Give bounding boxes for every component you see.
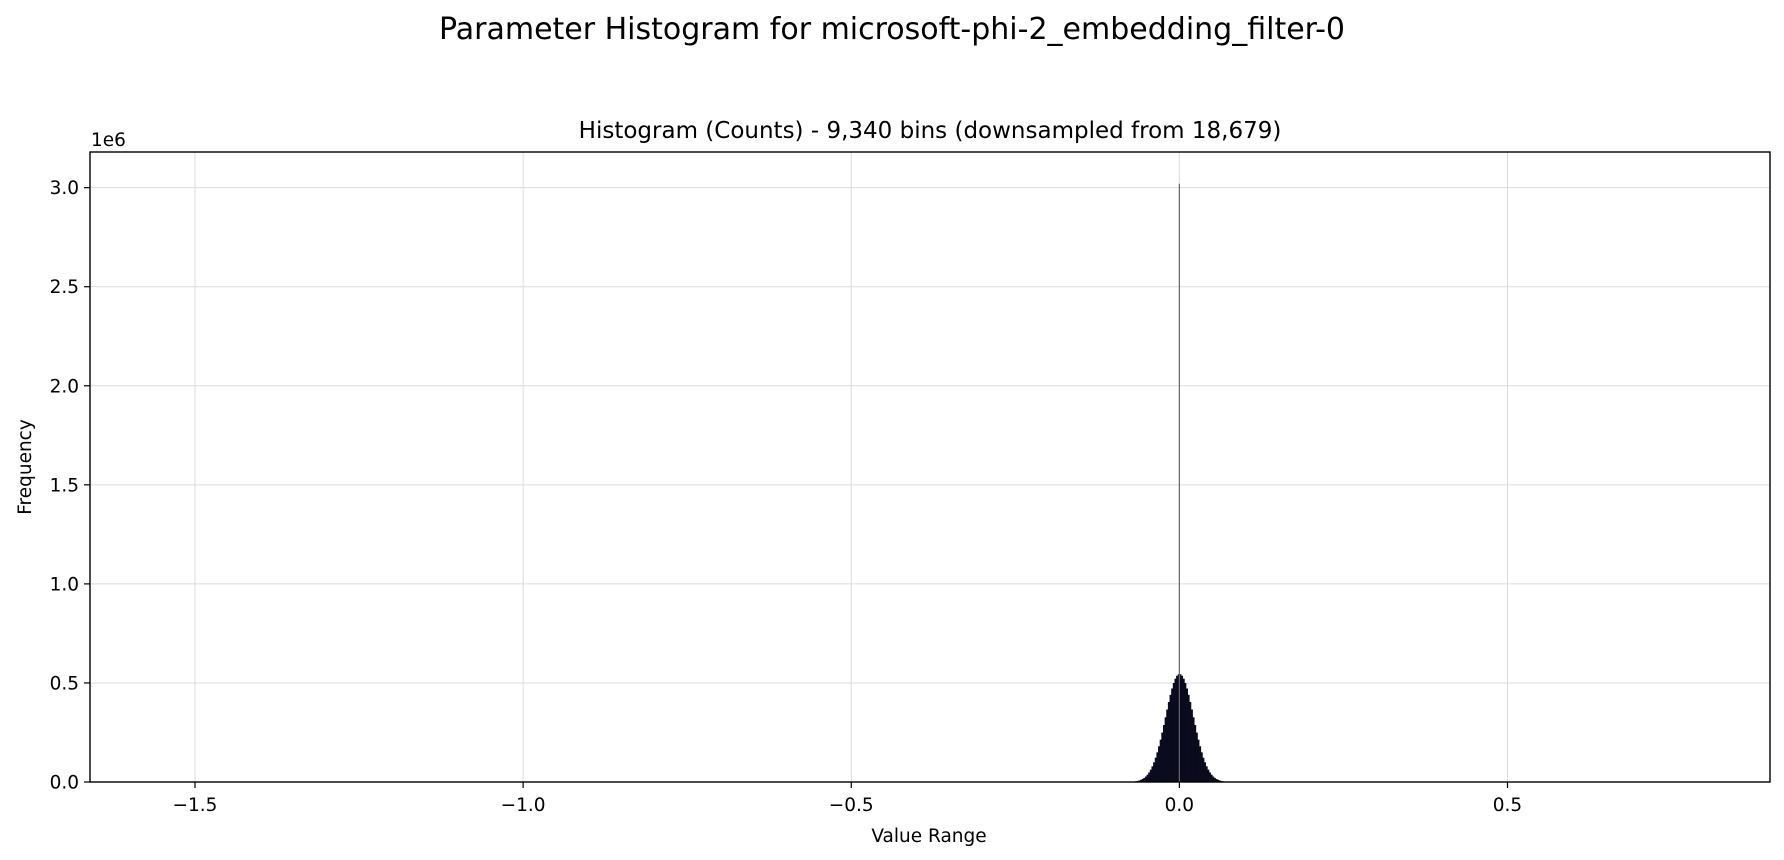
histogram-bar [1197,739,1200,782]
histogram-bar [1179,674,1182,782]
histogram-bar [1202,757,1205,782]
y-axis-label: Frequency [15,419,36,515]
plot-frame [89,151,1771,783]
y-tick-label: 1.5 [50,475,79,496]
histogram-bar [1207,769,1210,782]
x-tick-label: −1.0 [501,795,546,816]
histogram-bar [1174,678,1177,782]
grid-lines [90,152,1770,783]
y-tick-label: 0.0 [50,773,79,794]
y-tick-label: 0.5 [50,673,79,694]
histogram-bar [1208,772,1211,782]
histogram-bar [1218,780,1221,782]
histogram-bar [1172,683,1175,782]
histogram-bar [1199,746,1202,782]
histogram-bar [1164,717,1167,782]
y-tick-label: 1.0 [50,574,79,595]
histogram-bar [1151,766,1154,782]
histogram-bar [1203,762,1207,782]
histogram-bar [1182,678,1185,782]
histogram-bar [1140,779,1143,782]
histogram-bar [1213,777,1216,782]
histogram-bar [1143,777,1146,782]
histogram-bar [1194,725,1197,782]
histogram-bar [1161,732,1164,782]
y-axis-offset-text: 1e6 [91,130,126,151]
histogram-bar [1190,709,1193,782]
y-tick-label: 3.0 [50,178,79,199]
histogram-bar [1146,774,1149,782]
histogram-bar [1144,776,1147,782]
histogram-bar [1215,779,1218,782]
histogram-bar [1166,709,1169,782]
histogram-bar [1171,688,1174,782]
plot-title: Histogram (Counts) - 9,340 bins (downsam… [578,118,1282,144]
histogram-bar [1158,746,1161,782]
histogram-bar [1149,769,1152,782]
x-tick-label: −1.5 [173,795,218,816]
y-tick-label: 2.5 [50,277,79,298]
histogram-bar [1148,772,1151,782]
x-tick-label: −0.5 [829,795,874,816]
figure-title: Parameter Histogram for microsoft-phi-2_… [439,12,1345,47]
histogram-bar [1141,779,1144,782]
x-axis-label: Value Range [871,826,986,847]
histogram-bar [1162,725,1166,782]
histogram-bar [1192,717,1195,782]
histogram-bar [1212,776,1215,782]
axis-ticks: −1.5 −1.0 −0.5 0.0 0.5 0.0 0.5 1.0 1.5 2.0 2.5 3.0 [50,178,1523,816]
histogram-bar [1169,694,1172,782]
histogram-bar [1177,674,1180,782]
histogram-bars [1130,183,1229,782]
histogram-bar [1210,774,1213,782]
x-tick-label: 0.5 [1493,795,1522,816]
histogram-bar [1167,701,1170,782]
histogram-bar [1189,701,1192,782]
histogram-bar [1153,762,1156,782]
histogram-bar [1176,675,1179,782]
histogram-bar [1205,766,1208,782]
histogram-bar [1184,683,1187,782]
histogram-bar [1217,779,1220,782]
histogram-bar [1181,675,1184,782]
x-tick-label: 0.0 [1165,795,1194,816]
histogram-bar [1138,780,1141,782]
histogram-bar [1195,732,1198,782]
histogram-bar [1159,739,1162,782]
histogram-bar [1187,694,1190,782]
y-tick-label: 2.0 [50,376,79,397]
histogram-bar [1200,752,1203,782]
histogram-bar [1156,752,1159,782]
histogram-bar [1185,688,1188,782]
histogram-bar [1154,757,1157,782]
